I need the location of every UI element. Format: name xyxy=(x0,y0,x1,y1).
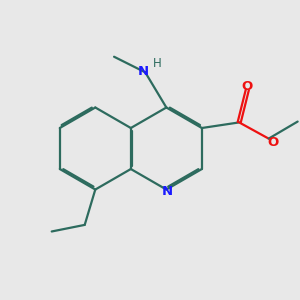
Text: O: O xyxy=(268,136,279,149)
Text: N: N xyxy=(161,184,172,197)
Text: N: N xyxy=(138,65,149,78)
Text: H: H xyxy=(153,57,162,70)
Text: O: O xyxy=(241,80,252,93)
